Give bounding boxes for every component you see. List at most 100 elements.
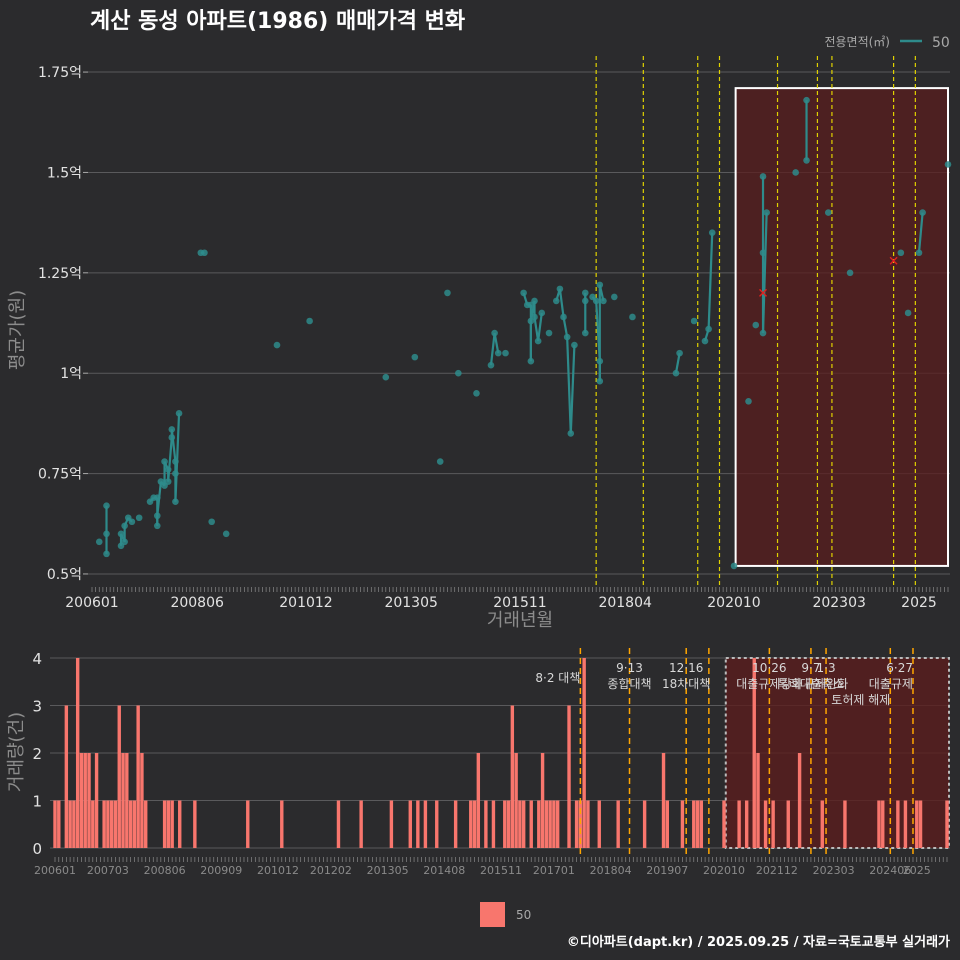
price-series-segment — [558, 288, 565, 318]
volume-bar — [423, 800, 428, 848]
price-data-point — [494, 349, 502, 357]
price-data-point — [745, 398, 752, 405]
chart-title: 계산 동성 아파트(1986) 매매가격 변화 — [90, 9, 465, 34]
volume-bar — [537, 800, 541, 848]
price-x-axis-label: 거래년월 — [487, 610, 553, 631]
volume-bar — [877, 800, 881, 848]
price-series-segment — [489, 332, 496, 366]
price-data-point — [803, 96, 810, 104]
volume-y-tick-label: 2 — [32, 745, 42, 763]
volume-bar — [117, 705, 121, 848]
volume-legend-swatch — [480, 902, 505, 927]
price-data-point — [792, 169, 799, 176]
volume-bar — [918, 800, 923, 848]
volume-bar — [945, 800, 949, 848]
price-data-point — [611, 293, 618, 301]
price-data-point — [690, 317, 698, 325]
price-y-ticks: 0.5억 0.75억 1억 1.25억 1.5억 1.75억 — [38, 65, 88, 583]
volume-y-tick-label: 1 — [32, 793, 42, 811]
price-data-point — [444, 289, 451, 297]
volume-x-tick-label: 201012 — [257, 864, 299, 877]
volume-bar — [915, 800, 919, 848]
volume-bar — [94, 753, 99, 848]
volume-bar — [476, 753, 481, 848]
cancelled-trade-marks — [759, 256, 898, 297]
source-caption: ©디아파트(dapt.kr) / 2025.09.25 / 자료=국토교통부 실… — [567, 934, 950, 950]
price-data-point — [563, 333, 571, 341]
volume-bar — [125, 753, 129, 848]
policy-annotation: 9·7 — [801, 661, 820, 675]
volume-x-tick-label: 201202 — [310, 864, 352, 877]
volume-bars — [53, 658, 949, 848]
price-data-point — [571, 341, 578, 349]
price-data-point — [752, 321, 760, 329]
volume-y-tick-label: 3 — [32, 698, 42, 716]
volume-bar — [491, 800, 496, 848]
price-data-point — [168, 426, 176, 433]
price-data-point — [581, 289, 589, 297]
price-data-point — [904, 309, 912, 317]
policy-annotation: 토허제 해제 — [831, 693, 890, 707]
price-data-point — [487, 361, 495, 369]
volume-bar — [102, 800, 106, 848]
volume-y-tick-label: 0 — [32, 840, 42, 858]
volume-bar — [408, 800, 412, 848]
volume-bar — [246, 800, 250, 848]
price-x-ticks: 200601 200806 201012 201305 201511 201804 2020… — [65, 595, 937, 611]
price-data-point — [164, 478, 172, 485]
price-data-point — [527, 357, 535, 365]
policy-annotation: 12·16 — [669, 661, 703, 675]
price-data-point — [161, 458, 168, 465]
price-data-point — [103, 502, 110, 509]
volume-x-tick-label: 200909 — [200, 864, 242, 877]
price-data-point — [103, 530, 110, 538]
volume-bar — [359, 800, 363, 848]
price-y-tick-label: 0.75억 — [38, 467, 82, 483]
price-data-point — [915, 249, 923, 257]
volume-bar — [555, 800, 560, 848]
volume-x-tick-label: 201701 — [533, 864, 575, 877]
volume-bar — [75, 658, 80, 848]
price-data-point — [172, 458, 179, 465]
price-data-point — [208, 518, 215, 526]
volume-bar — [91, 800, 95, 848]
volume-bar — [529, 800, 533, 848]
price-gridlines — [88, 71, 950, 575]
price-series-segment — [569, 345, 576, 434]
price-data-point — [560, 313, 567, 321]
volume-bar — [737, 800, 741, 848]
volume-bar — [389, 800, 394, 848]
price-data-point — [411, 353, 419, 361]
volume-bar — [109, 800, 114, 848]
volume-x-tick-label: 200703 — [87, 864, 129, 877]
price-x-minor-ticks — [91, 587, 949, 592]
volume-x-tick-label: 202406 — [869, 864, 911, 877]
volume-bar — [896, 800, 900, 848]
price-data-point — [164, 466, 172, 473]
price-data-point — [436, 458, 444, 465]
price-y-tick-label: 1.25억 — [38, 266, 82, 282]
price-data-point — [705, 325, 712, 333]
policy-annotation: 1·3 — [817, 661, 836, 675]
price-highlight-box — [734, 87, 950, 567]
price-data-point — [520, 289, 527, 297]
price-data-point — [201, 249, 208, 257]
volume-bar — [518, 800, 522, 848]
volume-bar — [544, 800, 549, 848]
volume-x-minor-ticks — [54, 857, 948, 862]
price-data-point — [552, 297, 560, 305]
volume-bar — [106, 800, 110, 848]
volume-bar — [699, 800, 704, 848]
volume-bar — [170, 800, 174, 848]
price-x-tick-label: 201305 — [384, 595, 437, 611]
volume-y-tick-label: 4 — [32, 650, 42, 668]
price-data-point — [803, 157, 810, 164]
volume-bar — [416, 800, 420, 848]
price-series-segment — [562, 316, 569, 338]
volume-bar — [661, 753, 666, 848]
policy-annotation: 종합대책 — [607, 676, 651, 691]
price-data-point — [222, 530, 230, 538]
price-data-point — [919, 209, 926, 216]
